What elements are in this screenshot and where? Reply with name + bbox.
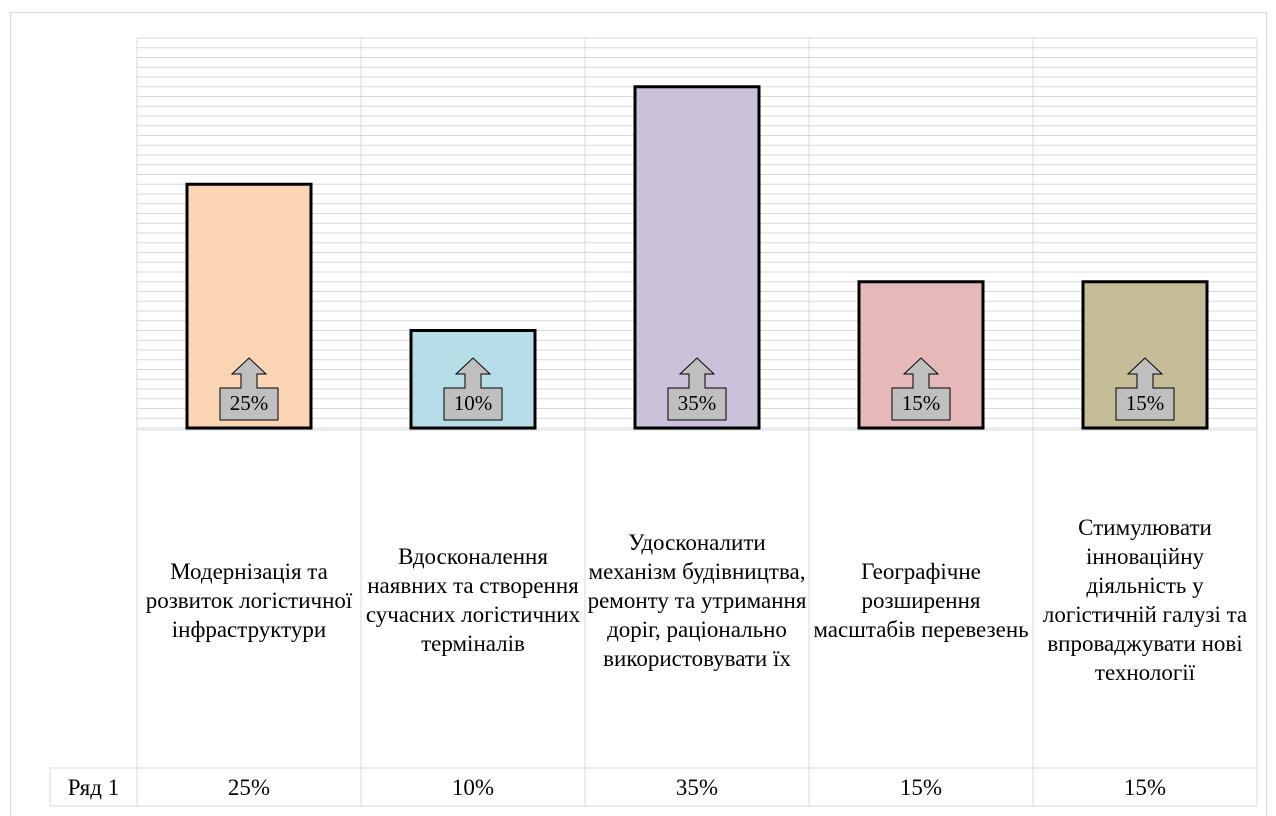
table-value: 25% — [227, 774, 271, 800]
category-label: Стимулювати інноваційну діяльність у лог… — [1042, 515, 1248, 685]
table-value: 15% — [1123, 774, 1167, 800]
chart-frame — [10, 12, 1267, 816]
category-label: Географічне розширення масштабів перевез… — [813, 558, 1029, 642]
table-value: 35% — [675, 774, 719, 800]
data-label: 25% — [230, 391, 269, 415]
data-label-callout — [1115, 357, 1175, 421]
category-label: Удосконалити механізм будівництва, ремон… — [587, 529, 807, 671]
data-label: 10% — [454, 391, 493, 415]
table-value: 15% — [899, 774, 943, 800]
data-label-callout — [891, 357, 951, 421]
category-label: Модернізація та розвиток логістичної інф… — [145, 558, 353, 642]
data-label-callout — [667, 357, 727, 421]
data-label-callout — [443, 357, 503, 421]
data-label: 15% — [1126, 391, 1165, 415]
legend-entry: Ряд 1 — [67, 774, 120, 800]
table-value: 10% — [451, 774, 495, 800]
data-label: 15% — [902, 391, 941, 415]
data-label: 35% — [678, 391, 717, 415]
category-label: Вдосконалення наявних та створення сучас… — [365, 544, 581, 656]
data-label-callout — [219, 357, 279, 421]
